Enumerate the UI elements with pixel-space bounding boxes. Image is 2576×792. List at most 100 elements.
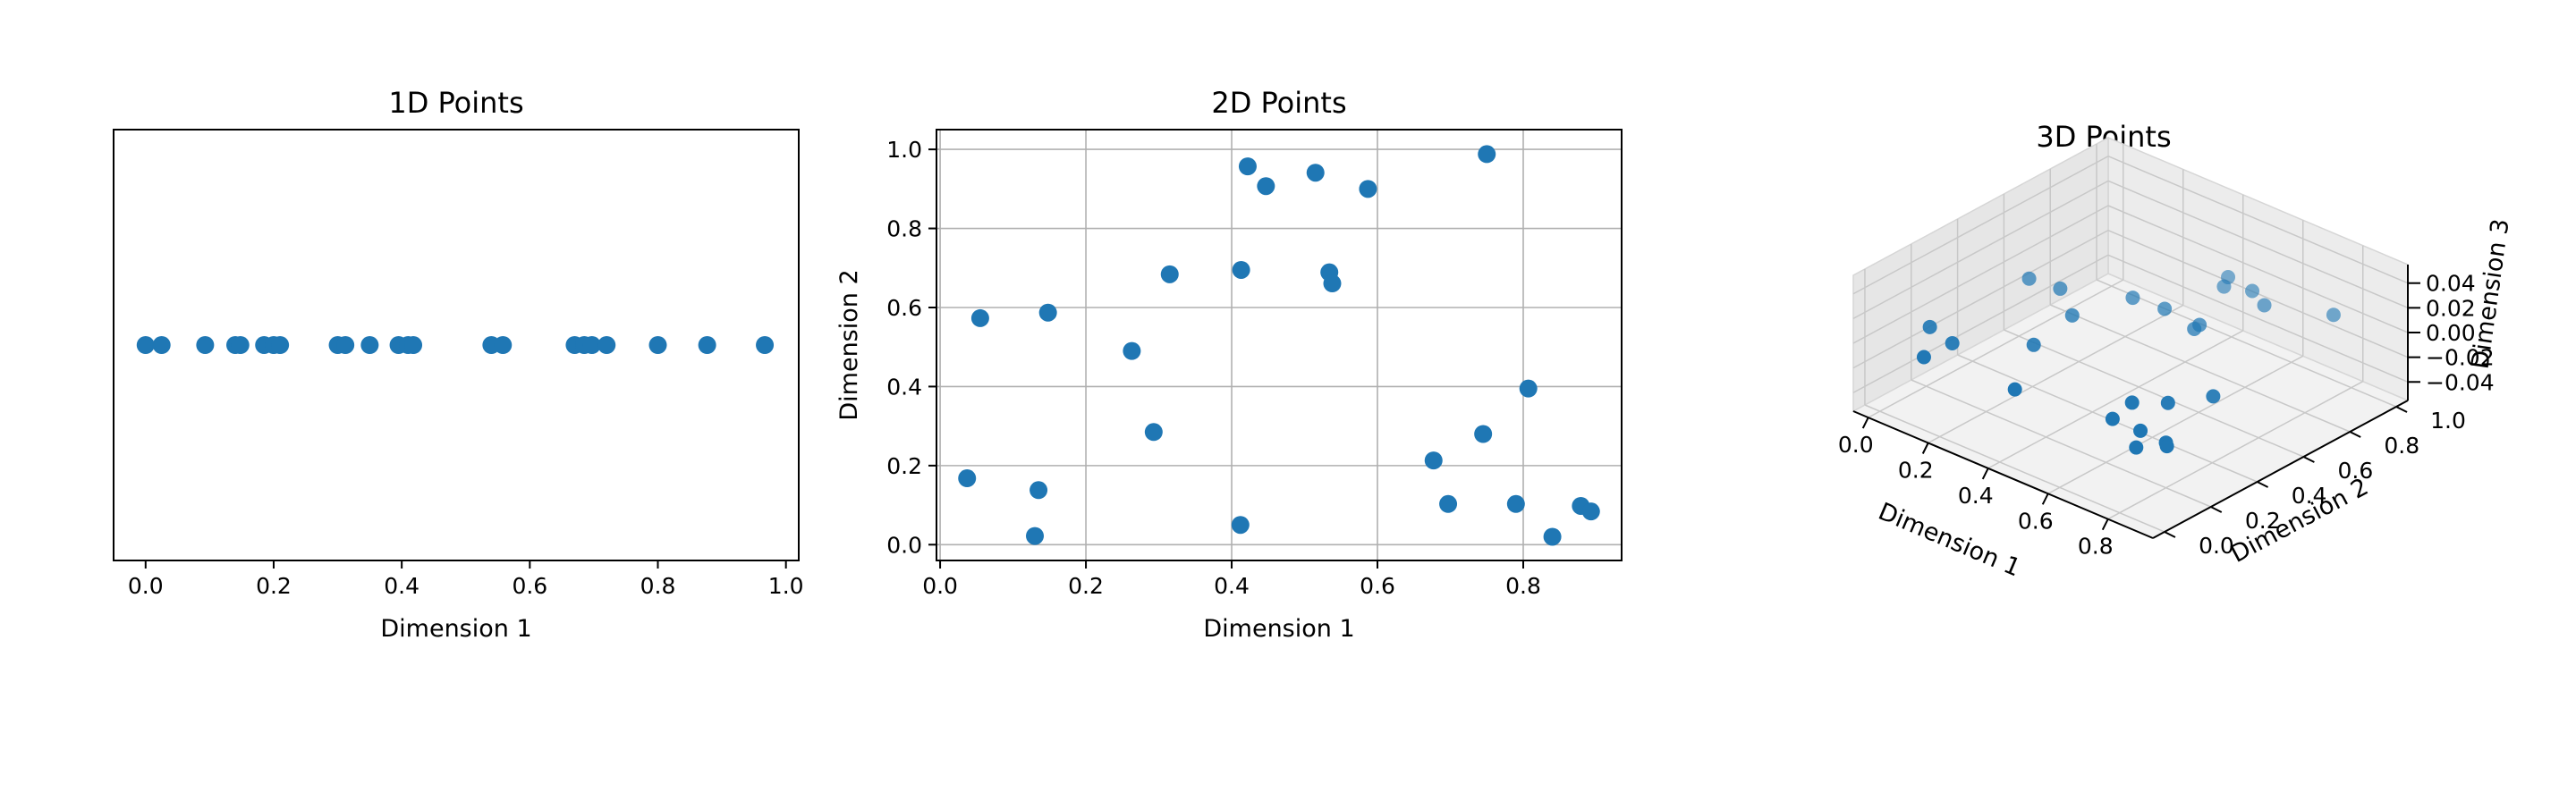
data-point	[1439, 494, 1458, 513]
y-axis-line	[2152, 400, 2409, 539]
grid-line-y	[1864, 404, 2165, 533]
data-point	[231, 336, 250, 354]
data-point	[360, 336, 379, 354]
z-tick-label: 0.00	[2426, 320, 2476, 346]
data-point	[1123, 341, 1141, 360]
data-point	[970, 308, 989, 327]
data-point	[336, 336, 355, 354]
y-tick-label: 0.8	[2384, 433, 2419, 459]
data-point	[2105, 411, 2120, 426]
grid-line-z	[2107, 180, 2409, 309]
data-point	[698, 336, 716, 354]
data-point	[1519, 379, 1538, 398]
data-point	[1323, 274, 1342, 293]
y-tick-mark	[2257, 481, 2269, 488]
data-point	[1506, 494, 1525, 513]
y-tick-label: 0.8	[886, 216, 922, 242]
grid-line-x	[2047, 355, 2304, 494]
data-point	[2216, 279, 2232, 294]
y-axis-label: Dimension 2	[835, 269, 863, 420]
data-point	[2257, 298, 2272, 313]
data-point	[2206, 389, 2221, 404]
y-tick-label: 0.6	[886, 295, 922, 321]
data-point	[2124, 395, 2140, 410]
data-point	[2053, 281, 2068, 296]
grid-line-z	[1852, 205, 2109, 344]
data-point	[1026, 527, 1045, 545]
data-point	[2021, 271, 2037, 286]
grid-line-z	[2107, 254, 2409, 383]
y-tick-mark	[2395, 406, 2408, 413]
chart-title: 2D Points	[1211, 86, 1346, 120]
data-point	[1474, 425, 1493, 443]
grid-line-x	[1868, 279, 2124, 418]
x-axis-label: Dimension 1	[1874, 498, 2024, 583]
x-tick-label: 0.0	[128, 573, 164, 599]
x-tick-label: 0.4	[1958, 483, 1994, 509]
data-point	[2160, 395, 2175, 410]
grid-line-z	[1852, 156, 2109, 295]
x-tick-mark	[1981, 468, 1989, 480]
data-point	[2159, 439, 2174, 454]
data-point	[958, 469, 977, 488]
x-tick-label: 1.0	[768, 573, 804, 599]
data-point	[1144, 423, 1163, 442]
y-tick-mark	[2302, 456, 2315, 463]
data-point	[756, 336, 775, 354]
data-point	[582, 336, 601, 354]
y-tick-label: 0.0	[886, 532, 922, 558]
grid-line-z	[2107, 156, 2409, 284]
data-point	[2129, 440, 2144, 455]
grid-line-z	[1852, 229, 2109, 369]
z-tick-label: −0.02	[2426, 345, 2495, 371]
data-point	[2125, 291, 2140, 306]
grid-line-y	[1911, 379, 2212, 508]
x-tick-label: 0.2	[1068, 573, 1104, 599]
data-point	[1257, 177, 1275, 196]
data-point	[1160, 265, 1179, 283]
data-point	[196, 336, 215, 354]
y-tick-label: 0.0	[2199, 533, 2234, 559]
y-tick-mark	[2349, 431, 2361, 438]
x-tick-label: 0.8	[640, 573, 676, 599]
data-point	[2133, 423, 2148, 438]
data-point	[1916, 350, 1931, 365]
data-point	[494, 336, 513, 354]
data-point	[1231, 516, 1250, 535]
y-tick-label: 0.4	[886, 374, 922, 400]
z-tick-label: −0.04	[2426, 369, 2495, 395]
data-point	[1030, 481, 1048, 500]
data-point	[1424, 451, 1443, 470]
y-tick-label: 0.4	[2292, 483, 2327, 509]
chart-2d-points: 2D Points 0.0 0.2 0.4 0.6 0.8 0.0 0.2 0.4 0.6 0.8 1…	[835, 86, 1623, 643]
x-tick-mark	[2101, 518, 2109, 531]
y-tick-label: 0.6	[2338, 458, 2374, 484]
x-axis-label: Dimension 1	[1203, 615, 1354, 643]
data-point	[1945, 335, 1960, 350]
y-tick-label: 0.2	[886, 453, 922, 479]
data-point	[271, 336, 290, 354]
x-tick-label: 0.6	[2018, 508, 2054, 534]
x-tick-label: 0.4	[384, 573, 419, 599]
z-tick-label: 0.02	[2426, 295, 2476, 321]
data-point	[136, 336, 155, 354]
y-tick-label: 1.0	[886, 137, 922, 163]
data-point	[1038, 303, 1057, 322]
x-tick-mark	[1921, 442, 1929, 454]
data-point	[1922, 319, 1937, 334]
x-tick-label: 0.0	[1838, 432, 1874, 458]
grid-line-z	[2107, 205, 2409, 333]
x-tick-label: 0.4	[1214, 573, 1250, 599]
data-point	[648, 336, 667, 354]
data-point	[2326, 308, 2341, 323]
data-point	[152, 336, 171, 354]
y-tick-label: 0.2	[2245, 508, 2281, 534]
data-point	[1478, 145, 1496, 164]
y-tick-mark	[2210, 506, 2223, 513]
x-tick-label: 0.6	[512, 573, 547, 599]
x-tick-label: 0.8	[1505, 573, 1541, 599]
data-point	[2007, 382, 2022, 397]
data-point	[1306, 164, 1325, 182]
grid-line-x	[1987, 330, 2244, 469]
